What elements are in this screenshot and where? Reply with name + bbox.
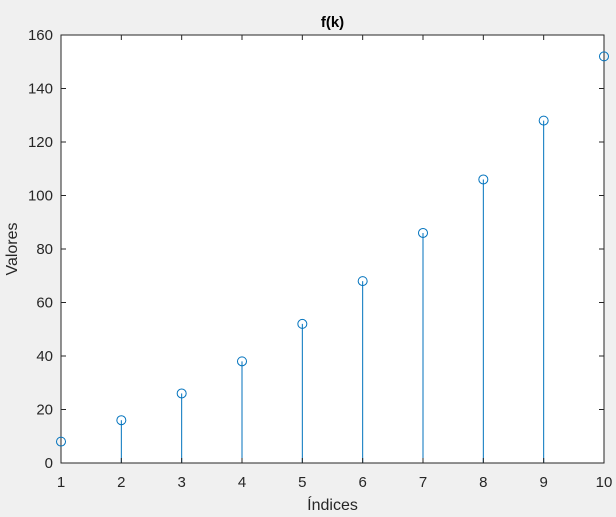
stem-marker	[237, 356, 247, 367]
y-tick-label: 40	[36, 348, 53, 365]
x-tick-label: 4	[238, 474, 246, 491]
x-tick-label: 9	[539, 474, 547, 491]
x-tick-label: 5	[298, 474, 306, 491]
stem-marker	[599, 51, 609, 62]
y-tick-label: 80	[36, 241, 53, 258]
chart-title: f(k)	[321, 14, 344, 31]
y-tick-label: 120	[28, 134, 53, 151]
y-axis-label: Valores	[4, 222, 21, 275]
x-tick-label: 3	[177, 474, 185, 491]
plot-area	[61, 35, 604, 463]
y-tick-label: 20	[36, 402, 53, 419]
x-tick-label: 10	[596, 474, 613, 491]
y-tick-label: 60	[36, 295, 53, 312]
x-axis-label: Índices	[307, 495, 358, 514]
stem-marker	[357, 276, 368, 287]
x-tick-label: 6	[358, 474, 366, 491]
stem-marker	[418, 227, 428, 238]
stem-marker	[297, 318, 308, 329]
y-tick-label: 160	[28, 27, 53, 44]
x-tick-label: 8	[479, 474, 487, 491]
x-tick-label: 7	[419, 474, 427, 491]
stem-marker	[56, 436, 66, 447]
y-tick-label: 100	[28, 188, 53, 205]
stem-marker	[176, 388, 187, 399]
y-tick-label: 0	[45, 455, 53, 472]
y-tick-label: 140	[28, 81, 53, 98]
stem-marker	[478, 174, 489, 185]
stem-marker	[538, 115, 549, 126]
x-tick-label: 2	[117, 474, 125, 491]
x-tick-label: 1	[57, 474, 65, 491]
stem-marker	[116, 415, 127, 426]
